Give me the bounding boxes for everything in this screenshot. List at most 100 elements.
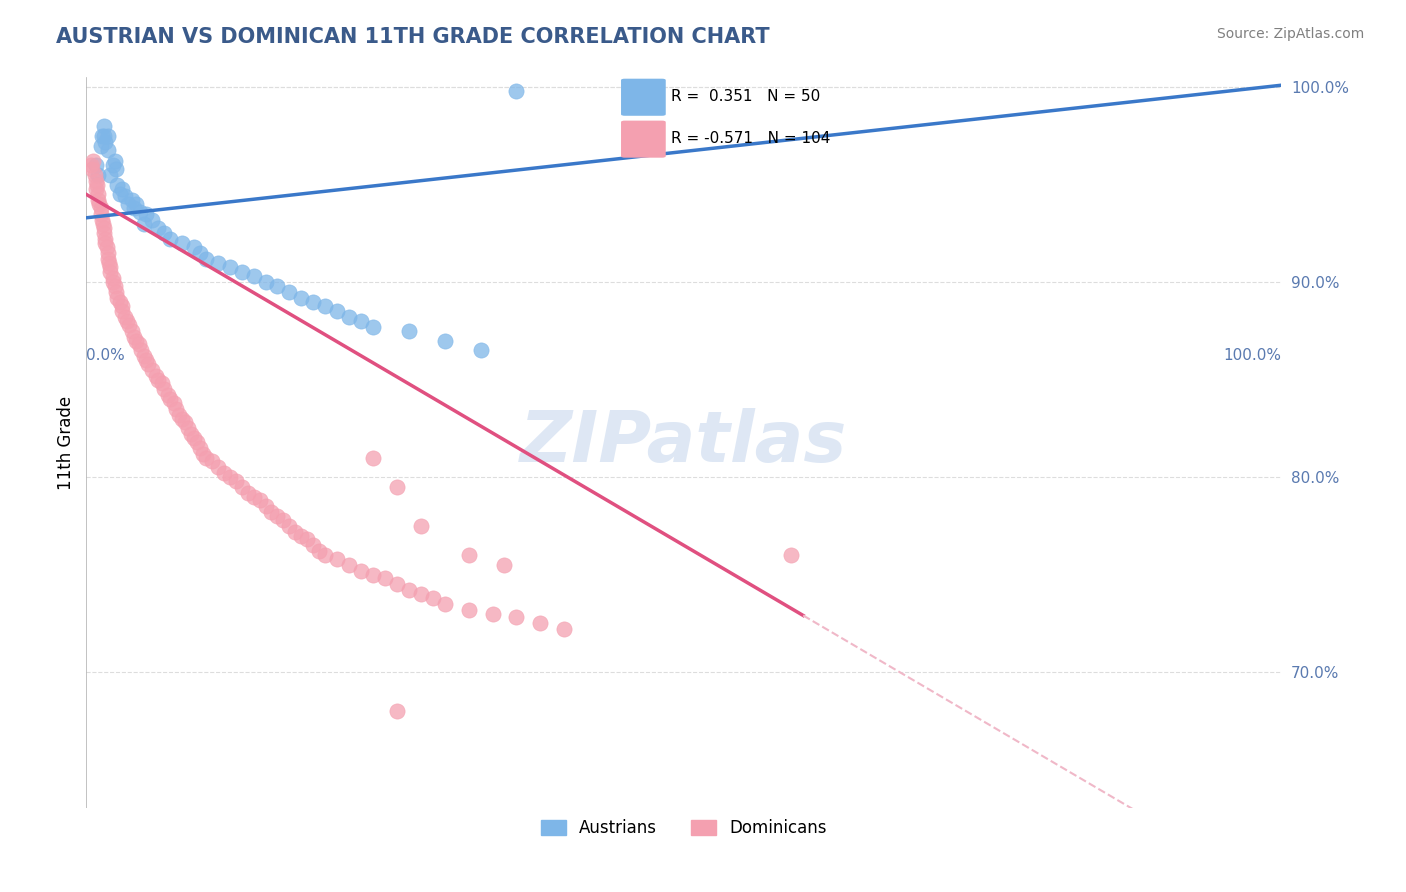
Text: 100.0%: 100.0%	[1223, 348, 1281, 363]
Point	[326, 304, 349, 318]
Point	[105, 291, 128, 305]
Point	[254, 275, 277, 289]
Point	[146, 220, 169, 235]
Point	[105, 285, 128, 299]
Point	[207, 460, 229, 475]
Point	[422, 591, 444, 605]
Point	[361, 450, 384, 465]
Point	[121, 193, 143, 207]
Point	[242, 269, 264, 284]
Point	[141, 363, 163, 377]
Legend: Austrians, Dominicans: Austrians, Dominicans	[534, 813, 834, 844]
Point	[385, 577, 408, 591]
Point	[260, 505, 283, 519]
Point	[86, 178, 108, 192]
Point	[115, 314, 138, 328]
Point	[114, 310, 136, 325]
Point	[290, 528, 312, 542]
Point	[254, 500, 277, 514]
Point	[314, 548, 336, 562]
Point	[481, 607, 503, 621]
Point	[409, 587, 432, 601]
Point	[93, 119, 115, 133]
Point	[83, 168, 105, 182]
Point	[457, 548, 479, 562]
Point	[150, 376, 173, 391]
Point	[169, 408, 191, 422]
Point	[111, 181, 134, 195]
Point	[97, 128, 120, 143]
Y-axis label: 11th Grade: 11th Grade	[58, 396, 75, 490]
Point	[457, 602, 479, 616]
Point	[374, 571, 396, 585]
Point	[266, 279, 288, 293]
Point	[505, 84, 527, 98]
Point	[337, 310, 360, 325]
Point	[141, 212, 163, 227]
Point	[302, 538, 325, 552]
Point	[135, 353, 157, 368]
Text: Source: ZipAtlas.com: Source: ZipAtlas.com	[1216, 27, 1364, 41]
Point	[89, 197, 111, 211]
Point	[225, 474, 247, 488]
Point	[308, 544, 330, 558]
Point	[90, 212, 112, 227]
Point	[385, 480, 408, 494]
Point	[97, 252, 120, 266]
Point	[105, 162, 128, 177]
Point	[90, 128, 112, 143]
Point	[494, 558, 516, 572]
Point	[135, 207, 157, 221]
Point	[145, 368, 167, 383]
Point	[84, 181, 107, 195]
FancyBboxPatch shape	[621, 121, 665, 157]
Point	[138, 357, 160, 371]
Point	[108, 294, 131, 309]
Point	[170, 236, 193, 251]
Point	[193, 447, 215, 461]
Point	[114, 189, 136, 203]
Point	[87, 193, 110, 207]
Point	[433, 597, 456, 611]
Point	[470, 343, 492, 358]
Point	[361, 320, 384, 334]
Point	[84, 158, 107, 172]
Point	[284, 524, 307, 539]
Point	[98, 265, 121, 279]
Point	[302, 294, 325, 309]
Point	[90, 201, 112, 215]
Point	[153, 227, 176, 241]
Point	[118, 318, 141, 332]
Point	[146, 373, 169, 387]
Point	[433, 334, 456, 348]
Point	[162, 396, 184, 410]
Point	[231, 480, 253, 494]
Text: 0.0%: 0.0%	[86, 348, 125, 363]
Point	[101, 271, 124, 285]
Point	[82, 162, 104, 177]
Point	[129, 205, 152, 219]
Point	[398, 324, 420, 338]
Point	[273, 513, 295, 527]
Point	[93, 128, 115, 143]
Point	[125, 197, 148, 211]
Point	[177, 421, 200, 435]
Point	[101, 275, 124, 289]
Point	[132, 217, 155, 231]
Point	[194, 252, 217, 266]
Point	[183, 240, 205, 254]
Point	[361, 567, 384, 582]
Point	[314, 299, 336, 313]
Point	[170, 411, 193, 425]
Text: R = -0.571   N = 104: R = -0.571 N = 104	[671, 131, 831, 145]
Point	[326, 552, 349, 566]
Point	[242, 490, 264, 504]
Point	[128, 337, 150, 351]
Point	[132, 349, 155, 363]
Point	[153, 382, 176, 396]
Point	[385, 704, 408, 718]
Point	[194, 450, 217, 465]
Point	[218, 470, 240, 484]
Point	[98, 168, 121, 182]
Point	[104, 279, 127, 293]
